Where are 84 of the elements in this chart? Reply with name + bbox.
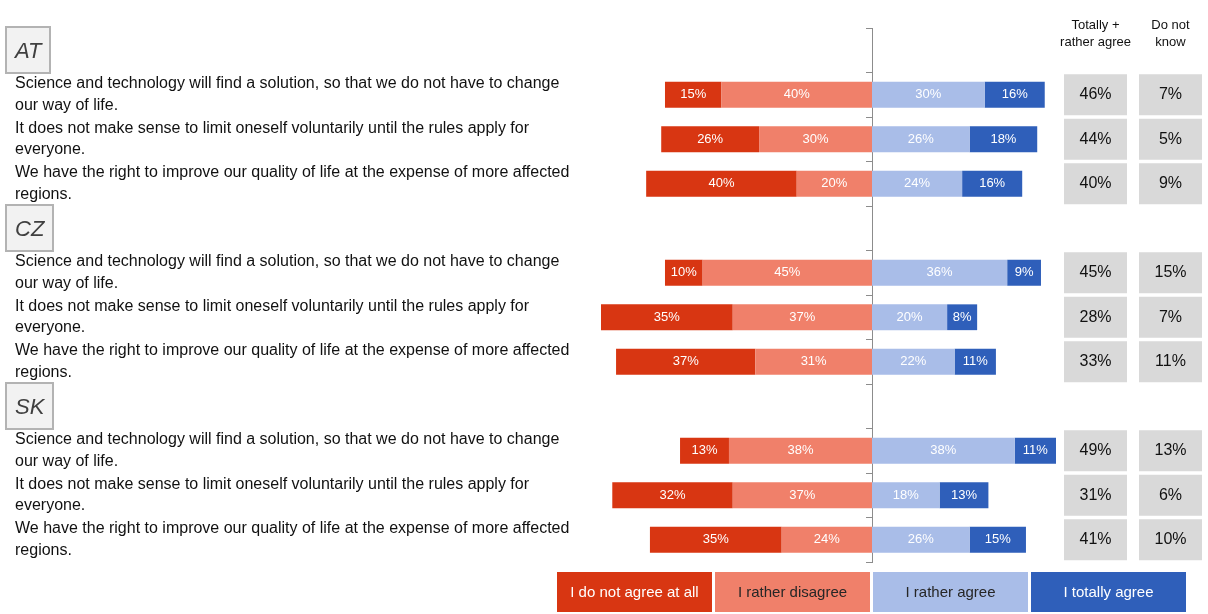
data-label: 40%: [783, 86, 811, 102]
data-label: 22%: [900, 353, 927, 369]
data-label: 7%: [1158, 307, 1183, 325]
bar: [962, 170, 1023, 197]
data-label: 26%: [907, 130, 935, 146]
text: I rather disagree: [736, 583, 849, 601]
data-label: 18%: [892, 486, 920, 502]
data-label: 18%: [990, 130, 1017, 146]
bar: [601, 304, 733, 331]
data-label: 37%: [672, 353, 700, 369]
data-label: 9%: [1014, 264, 1034, 280]
bar: [969, 126, 1038, 153]
bar: [664, 81, 722, 108]
data-label: 6%: [1158, 485, 1183, 503]
bar: [984, 81, 1045, 108]
y-tick-label: It does not make sense to limit oneself voluntarily until the rules apply for everyone.: [15, 296, 530, 336]
data-label: 20%: [821, 175, 848, 191]
x-tick-label: Do not know: [1151, 16, 1191, 49]
y-tick-label: CZ: [15, 215, 45, 241]
data-label: 46%: [1079, 85, 1112, 103]
data-label: 38%: [930, 442, 957, 458]
data-label: 28%: [1079, 307, 1112, 325]
data-label: 13%: [950, 486, 978, 502]
y-tick-label: SK: [15, 393, 45, 419]
data-label: 9%: [1158, 174, 1183, 192]
y-tick-label: AT: [15, 37, 42, 63]
data-label: 38%: [787, 442, 814, 458]
x-tick-label: Totally + rather agree: [1060, 16, 1131, 49]
data-label: 31%: [1079, 485, 1112, 503]
data-label: 30%: [915, 86, 942, 102]
y-tick-label: We have the right to improve our quality of life at the expense of more affected regions.: [15, 341, 570, 380]
data-label: 20%: [896, 308, 923, 324]
y-tick-label: It does not make sense to limit oneself voluntarily until the rules apply for everyone.: [15, 118, 530, 158]
data-label: 13%: [1154, 441, 1187, 459]
data-label: 10%: [670, 264, 698, 280]
data-label: 15%: [984, 531, 1012, 547]
y-tick-label: Science and technology will find a solution, so that we do not have to change our way of life.: [15, 430, 560, 469]
data-label: 24%: [904, 175, 931, 191]
y-tick-label: It does not make sense to limit oneself voluntarily until the rules apply for everyone.: [15, 474, 530, 514]
bar: [646, 170, 797, 197]
data-label: 5%: [1158, 129, 1183, 147]
data-label: 37%: [789, 486, 816, 502]
bar: [649, 526, 782, 553]
y-tick-label: Science and technology will find a solution, so that we do not have to change our way of life.: [15, 252, 560, 291]
bar: [969, 526, 1026, 553]
data-label: 35%: [653, 308, 681, 324]
bar: [680, 437, 729, 464]
data-label: 8%: [952, 308, 972, 324]
data-label: 11%: [1022, 442, 1049, 458]
y-tick-label: We have the right to improve our quality of life at the expense of more affected regions.: [15, 519, 570, 558]
data-label: 40%: [708, 175, 735, 191]
data-label: 45%: [1079, 263, 1112, 281]
data-label: 7%: [1158, 85, 1183, 103]
data-label: 33%: [1079, 352, 1112, 370]
data-label: 31%: [800, 353, 828, 369]
data-label: 16%: [1001, 86, 1029, 102]
data-label: 45%: [774, 264, 801, 280]
y-tick-label: We have the right to improve our quality of life at the expense of more affected regions.: [15, 163, 570, 202]
data-label: 11%: [1155, 352, 1186, 370]
data-label: 35%: [702, 531, 730, 547]
data-label: 41%: [1079, 530, 1112, 548]
y-tick-label: Science and technology will find a solution, so that we do not have to change our way of life.: [15, 74, 560, 113]
data-label: 13%: [691, 442, 718, 458]
data-label: 37%: [789, 308, 816, 324]
bar: [616, 348, 756, 375]
data-label: 44%: [1079, 129, 1112, 147]
data-label: 16%: [979, 175, 1006, 191]
bar: [661, 126, 760, 153]
data-label: 15%: [680, 86, 707, 102]
data-label: 24%: [813, 531, 841, 547]
data-label: 36%: [926, 264, 954, 280]
data-label: 11%: [962, 353, 989, 369]
text: I rather agree: [904, 583, 997, 601]
text: I do not agree at all: [569, 583, 700, 601]
data-label: 26%: [907, 531, 935, 547]
bar: [612, 482, 733, 509]
data-label: 15%: [1154, 263, 1187, 281]
data-label: 10%: [1154, 530, 1187, 548]
data-label: 30%: [802, 130, 829, 146]
data-label: 26%: [697, 130, 724, 146]
text: I totally agree: [1062, 583, 1155, 601]
data-label: 32%: [659, 486, 686, 502]
data-label: 49%: [1079, 441, 1112, 459]
data-label: 40%: [1079, 174, 1112, 192]
